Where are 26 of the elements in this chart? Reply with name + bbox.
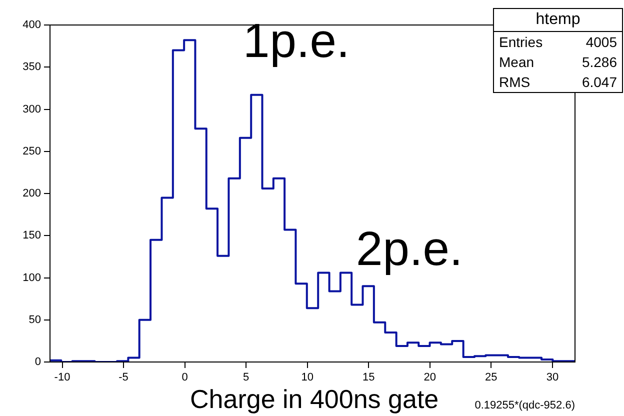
x-tick-label: 25 xyxy=(485,372,498,384)
text: Entries 4005 xyxy=(499,34,617,50)
x-tick-label: 10 xyxy=(301,372,314,384)
y-tick-label: 300 xyxy=(22,103,41,116)
y-tick-label: 200 xyxy=(22,188,41,200)
y-tick-label: 250 xyxy=(22,145,41,158)
text: RMS 6.047 xyxy=(499,74,617,90)
text: Charge in 400ns gate xyxy=(190,384,439,414)
y-tick-label: 50 xyxy=(28,314,41,326)
y-tick-label: 0 xyxy=(34,356,41,368)
annotation: 2p.e. xyxy=(356,222,463,278)
y-tick-label: 150 xyxy=(22,230,41,242)
y-tick-label: 350 xyxy=(22,61,41,74)
x-tick-label: 15 xyxy=(362,372,375,384)
x-tick-label: -10 xyxy=(54,372,70,384)
annotation: htemp xyxy=(494,9,622,32)
x-tick-label: 20 xyxy=(424,372,436,384)
annotation: 1p.e. xyxy=(243,14,350,70)
x-tick-label: 0 xyxy=(182,372,188,384)
y-tick-label: 400 xyxy=(22,19,41,32)
y-tick-label: 100 xyxy=(22,272,41,284)
text: Mean 5.286 xyxy=(499,54,617,70)
x-tick-label: 5 xyxy=(243,372,250,384)
x-axis-title: 0.19255*(qdc-952.6) xyxy=(474,399,575,412)
x-tick-label: -5 xyxy=(118,372,128,384)
x-tick-label: 30 xyxy=(546,372,559,384)
